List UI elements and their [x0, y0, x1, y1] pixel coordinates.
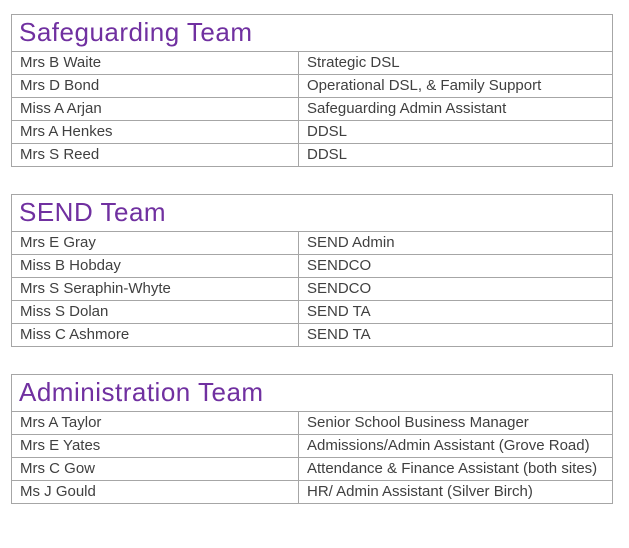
team-title-row: Administration Team [10, 374, 614, 412]
table-row: Mrs S Reed DDSL [11, 143, 614, 167]
team-title-row: Safeguarding Team [10, 14, 614, 52]
staff-name-cell: Mrs E Yates [11, 434, 299, 458]
table-row: Miss A Arjan Safeguarding Admin Assistant [11, 97, 614, 121]
staff-role-cell: Safeguarding Admin Assistant [297, 97, 614, 121]
staff-role-cell: SEND TA [297, 323, 614, 347]
administration-team-table: Administration Team Mrs A Taylor Senior S… [10, 374, 614, 504]
table-row: Miss B Hobday SENDCO [11, 254, 614, 278]
staff-role-cell: Attendance & Finance Assistant (both sit… [297, 457, 614, 481]
team-title-administration: Administration Team [10, 374, 614, 412]
table-row: Mrs A Henkes DDSL [11, 120, 614, 144]
staff-name-cell: Miss B Hobday [11, 254, 299, 278]
staff-name-cell: Mrs D Bond [11, 74, 299, 98]
staff-role-cell: SENDCO [297, 254, 614, 278]
staff-role-cell: Strategic DSL [297, 51, 614, 75]
staff-name-cell: Mrs A Taylor [11, 411, 299, 435]
staff-directory-page: Safeguarding Team Mrs B Waite Strategic D… [10, 14, 614, 504]
send-team-rows: Mrs E Gray SEND Admin Miss B Hobday SENDCO M… [11, 231, 614, 347]
table-row: Mrs S Seraphin-Whyte SENDCO [11, 277, 614, 301]
table-row: Mrs C Gow Attendance & Finance Assistant … [11, 457, 614, 481]
send-team-table: SEND Team Mrs E Gray SEND Admin Miss B Hob… [10, 194, 614, 347]
table-row: Mrs E Gray SEND Admin [11, 231, 614, 255]
staff-name-cell: Mrs A Henkes [11, 120, 299, 144]
safeguarding-team-rows: Mrs B Waite Strategic DSL Mrs D Bond Operat… [11, 51, 614, 167]
staff-name-cell: Miss A Arjan [11, 97, 299, 121]
team-title-send: SEND Team [10, 194, 614, 232]
staff-name-cell: Mrs C Gow [11, 457, 299, 481]
table-row: Mrs B Waite Strategic DSL [11, 51, 614, 75]
staff-name-cell: Mrs S Reed [11, 143, 299, 167]
staff-role-cell: Operational DSL, & Family Support [297, 74, 614, 98]
staff-name-cell: Mrs S Seraphin-Whyte [11, 277, 299, 301]
staff-role-cell: Senior School Business Manager [297, 411, 614, 435]
table-row: Miss C Ashmore SEND TA [11, 323, 614, 347]
staff-name-cell: Miss S Dolan [11, 300, 299, 324]
safeguarding-team-table: Safeguarding Team Mrs B Waite Strategic D… [10, 14, 614, 167]
table-row: Mrs D Bond Operational DSL, & Family Supp… [11, 74, 614, 98]
administration-team-rows: Mrs A Taylor Senior School Business Manag… [11, 411, 614, 504]
table-row: Miss S Dolan SEND TA [11, 300, 614, 324]
staff-role-cell: Admissions/Admin Assistant (Grove Road) [297, 434, 614, 458]
staff-role-cell: SENDCO [297, 277, 614, 301]
team-title-row: SEND Team [10, 194, 614, 232]
table-row: Ms J Gould HR/ Admin Assistant (Silver Bi… [11, 480, 614, 504]
staff-name-cell: Mrs E Gray [11, 231, 299, 255]
team-title-safeguarding: Safeguarding Team [10, 14, 614, 52]
staff-role-cell: HR/ Admin Assistant (Silver Birch) [297, 480, 614, 504]
staff-name-cell: Miss C Ashmore [11, 323, 299, 347]
staff-name-cell: Mrs B Waite [11, 51, 299, 75]
table-row: Mrs E Yates Admissions/Admin Assistant (G… [11, 434, 614, 458]
staff-role-cell: DDSL [297, 143, 614, 167]
staff-role-cell: DDSL [297, 120, 614, 144]
staff-name-cell: Ms J Gould [11, 480, 299, 504]
staff-role-cell: SEND TA [297, 300, 614, 324]
table-row: Mrs A Taylor Senior School Business Manag… [11, 411, 614, 435]
staff-role-cell: SEND Admin [297, 231, 614, 255]
